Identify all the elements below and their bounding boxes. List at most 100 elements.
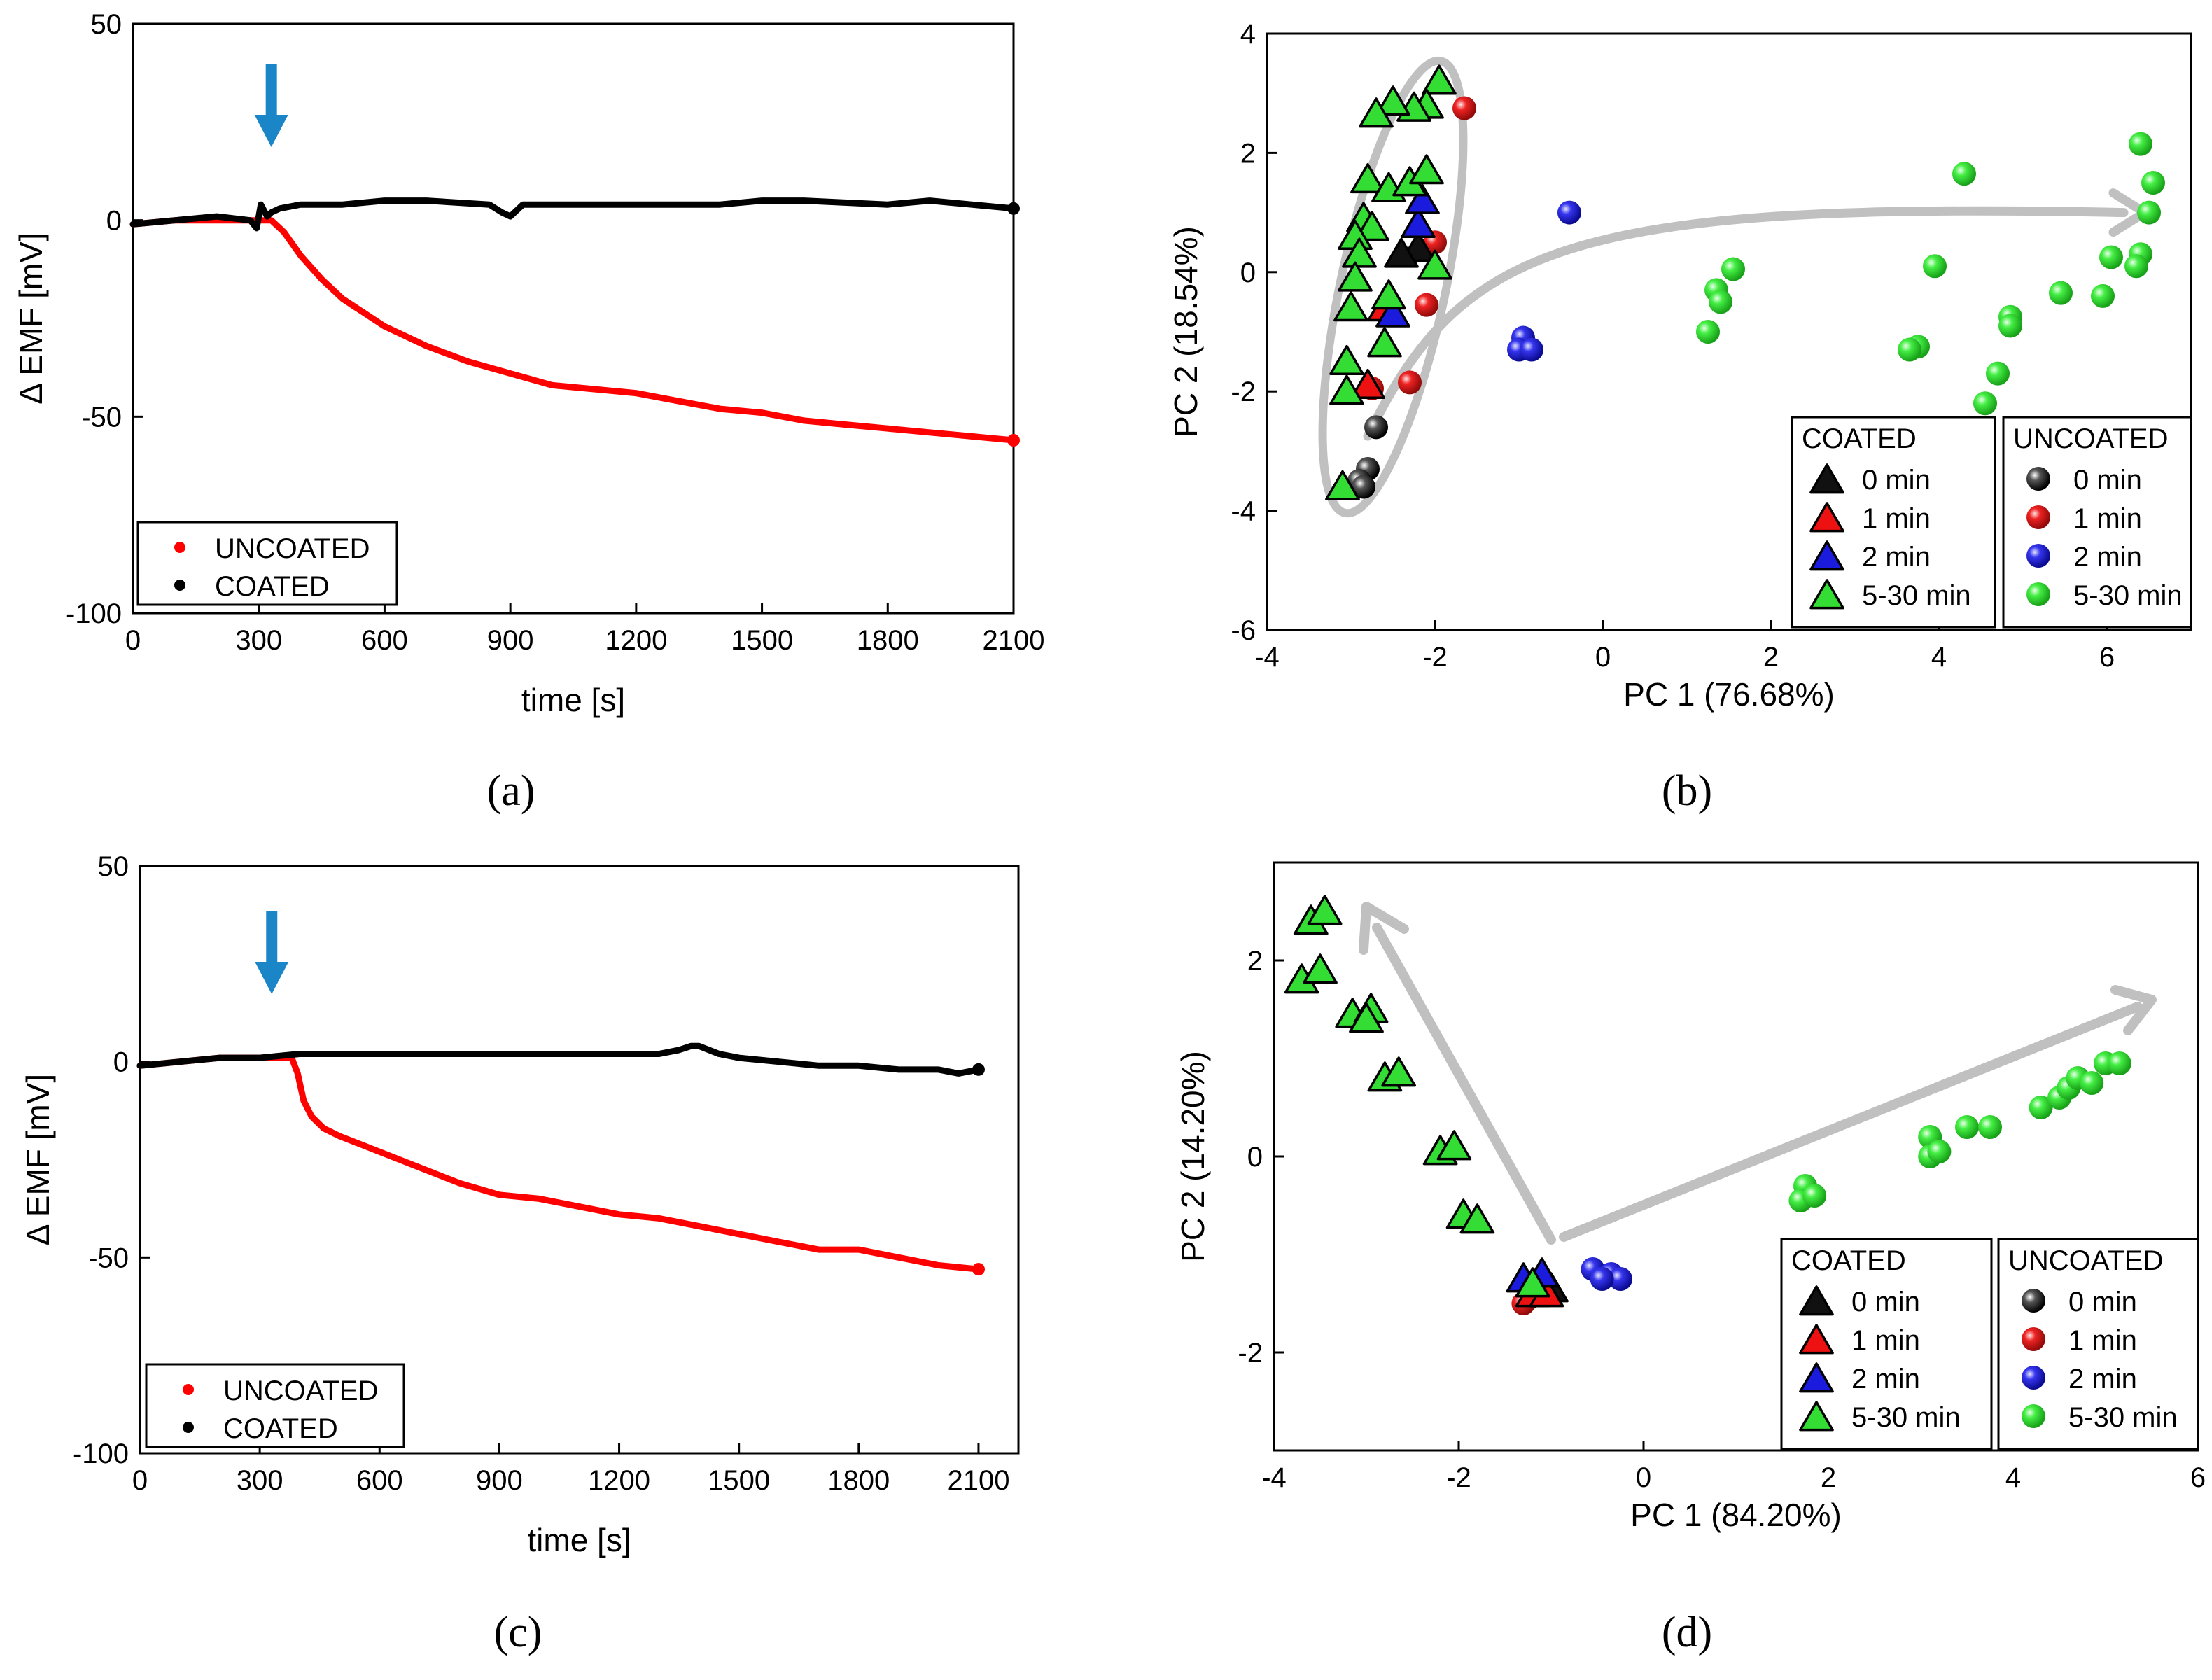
- x-tick-label-c: 2100: [947, 1465, 1009, 1496]
- point-coated-5-30-min: [1334, 291, 1368, 322]
- point-uncoated-5-30-min: [2107, 1051, 2132, 1075]
- x-tick-label-b: -2: [1422, 642, 1448, 673]
- legend-marker-uncoated-3: [2026, 582, 2050, 606]
- point-uncoated-2-min: [1520, 337, 1544, 362]
- point-coated-5-30-min: [1350, 162, 1385, 194]
- legend-marker-uncoated-0: [2022, 1289, 2045, 1312]
- point-coated-5-30-min: [1436, 1130, 1472, 1161]
- point-uncoated-1-min: [1452, 96, 1476, 120]
- x-tick-label-a: 600: [361, 625, 408, 656]
- y-axis-label-d: PC 2 (14.20%): [1175, 1051, 1211, 1262]
- y-tick-label-a: -100: [66, 598, 122, 629]
- y-tick-label-a: -50: [81, 402, 122, 433]
- point-uncoated-2-min: [1609, 1267, 1632, 1291]
- legend-title-coated: COATED: [1802, 424, 1917, 454]
- point-uncoated-5-30-min: [1709, 290, 1732, 314]
- legend-label-coated-3: 5-30 min: [1851, 1402, 1961, 1433]
- point-uncoated-5-30-min: [1978, 1115, 2002, 1139]
- legend-label-coated-0: 0 min: [1862, 465, 1931, 496]
- plot-frame-a: [132, 22, 1015, 615]
- y-tick-label-c: -50: [88, 1242, 129, 1273]
- y-tick-label-a: 0: [106, 206, 122, 237]
- legend-d: COATED 0 min 1 min 2 min 5-30 min UNCOATED 0 m…: [1780, 1238, 2199, 1450]
- panel-c: 0 300 600 900 1200 1500 1800 2100 -100 -50 0 50 time…: [20, 851, 1020, 1558]
- legend-label-uncoated-0: 0 min: [2068, 1287, 2137, 1317]
- legend-title-coated: COATED: [1791, 1245, 1906, 1276]
- x-tick-label-b: -4: [1254, 642, 1280, 673]
- point-coated-5-30-min: [1342, 237, 1377, 268]
- point-coated-5-30-min: [1367, 327, 1402, 358]
- point-uncoated-5-30-min: [1952, 162, 1976, 186]
- point-uncoated-5-30-min: [1898, 337, 1921, 362]
- point-uncoated-5-30-min: [1973, 391, 1997, 416]
- point-uncoated-5-30-min: [2141, 171, 2165, 195]
- legend-marker-uncoated-3: [2022, 1404, 2045, 1428]
- point-uncoated-5-30-min: [2137, 200, 2161, 225]
- x-tick-label-c: 900: [476, 1465, 523, 1496]
- legend-marker-coated-0: [1809, 463, 1844, 494]
- trajectory-arrow: [1363, 206, 2129, 441]
- y-tick-label-c: 50: [98, 851, 130, 882]
- series-end-marker-coated: [1007, 202, 1020, 215]
- y-tick-label-b: 0: [1240, 258, 1256, 288]
- panel-d: -4 -2 0 2 4 6 -2 0 2 PC 1 (84.20%) PC 2 (14.20%) CO…: [1175, 861, 2206, 1533]
- point-coated-5-30-min: [1376, 85, 1410, 116]
- caption-c: (c): [494, 1609, 542, 1656]
- y-tick-label-d: 0: [1247, 1142, 1263, 1172]
- legend-marker-uncoated-2: [2026, 544, 2050, 568]
- x-tick-label-c: 300: [237, 1465, 284, 1496]
- point-uncoated-1-min: [1415, 293, 1438, 317]
- point-uncoated-0-min: [1364, 415, 1388, 440]
- x-tick-label-a: 1800: [857, 625, 919, 656]
- legend-marker-uncoated-0: [2026, 467, 2050, 491]
- series-line-uncoated: [136, 1054, 982, 1273]
- point-coated-5-30-min: [1338, 261, 1373, 292]
- x-axis-label-b: PC 1 (76.68%): [1623, 676, 1835, 713]
- legend-title-uncoated: UNCOATED: [2013, 424, 2168, 454]
- point-uncoated-2-min: [1590, 1267, 1614, 1291]
- legend-label-uncoated-1: 1 min: [2068, 1325, 2137, 1356]
- point-coated-5-30-min: [1329, 374, 1364, 405]
- point-coated-5-30-min: [1418, 249, 1452, 280]
- y-tick-label-b: 2: [1240, 138, 1256, 169]
- x-tick-label-d: -4: [1261, 1462, 1287, 1493]
- series-line-coated: [136, 1042, 982, 1077]
- x-tick-label-c: 600: [356, 1465, 403, 1496]
- x-tick-label-a: 300: [235, 625, 282, 656]
- legend-label-coated: COATED: [223, 1413, 338, 1444]
- y-tick-label-c: -100: [73, 1438, 129, 1469]
- point-uncoated-5-30-min: [2029, 1096, 2053, 1119]
- x-tick-label-b: 4: [1931, 642, 1947, 673]
- x-tick-label-c: 0: [132, 1465, 148, 1496]
- legend-marker-coated-2: [1799, 1362, 1834, 1393]
- legend-label-uncoated-1: 1 min: [2073, 503, 2142, 534]
- y-tick-label-b: -2: [1231, 377, 1256, 407]
- legend-label-uncoated-3: 5-30 min: [2068, 1402, 2178, 1433]
- legend-label-coated-2: 2 min: [1851, 1364, 1920, 1394]
- x-tick-label-a: 2100: [983, 625, 1045, 656]
- caption-d: (d): [1662, 1609, 1712, 1656]
- caption-b: (b): [1662, 767, 1712, 815]
- y-axis-label-c: Δ EMF [mV]: [20, 1074, 56, 1245]
- legend-label-uncoated-0: 0 min: [2073, 465, 2142, 496]
- x-tick-label-b: 2: [1763, 642, 1779, 673]
- x-tick-label-d: 6: [2190, 1462, 2206, 1493]
- point-uncoated-5-30-min: [1998, 314, 2022, 338]
- point-uncoated-5-30-min: [1721, 257, 1745, 281]
- point-coated-5-30-min: [1371, 279, 1406, 310]
- trajectory-arrow-coated: [1372, 923, 1556, 1245]
- legend-label-coated-3: 5-30 min: [1862, 580, 1971, 611]
- trajectory-arrow-uncoated-head: [2110, 985, 2157, 1035]
- x-tick-label-d: -2: [1446, 1462, 1471, 1493]
- point-coated-5-30-min: [1307, 895, 1343, 925]
- point-uncoated-5-30-min: [1696, 320, 1720, 344]
- point-uncoated-5-30-min: [1802, 1184, 1827, 1208]
- series-line-coated: [130, 197, 1017, 232]
- y-tick-label-a: 50: [91, 9, 122, 40]
- y-tick-label-b: -6: [1231, 615, 1256, 646]
- point-uncoated-5-30-min: [2091, 284, 2115, 308]
- panel-a: 0 300 600 900 1200 1500 1800 2100 -100 -50 0 50 time…: [13, 9, 1044, 718]
- x-tick-label-c: 1800: [827, 1465, 890, 1496]
